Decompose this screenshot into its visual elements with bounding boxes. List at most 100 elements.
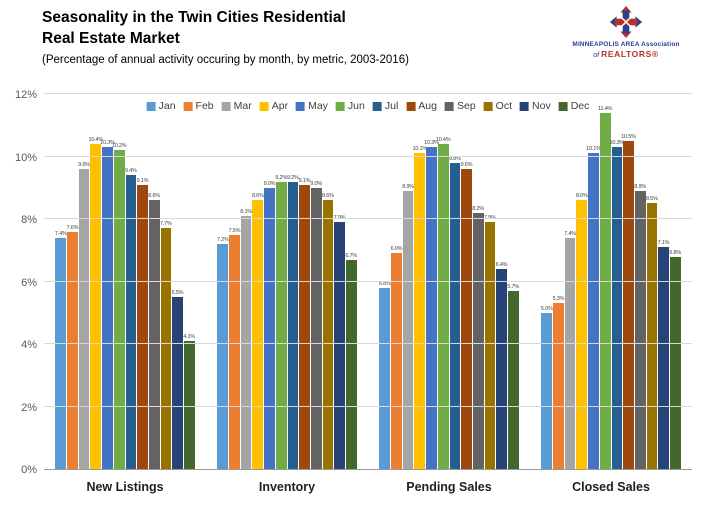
gridline	[44, 155, 692, 157]
gridline	[44, 218, 692, 219]
gridline	[44, 280, 692, 282]
legend-swatch-may	[296, 101, 306, 111]
bar-jan: 5.8%	[379, 281, 391, 469]
bar-jan: 7.4%	[55, 231, 67, 469]
bar-may: 9.0%	[264, 181, 276, 469]
legend-swatch-aug	[406, 101, 416, 111]
bar-value-label: 9.6%	[460, 162, 473, 168]
legend-item-aug: Aug	[406, 100, 437, 112]
bar-jun: 10.4%	[436, 137, 451, 469]
bar-apr: 10.4%	[89, 137, 103, 469]
bar-apr: 10.1%	[413, 146, 427, 469]
legend-item-may: May	[296, 100, 328, 112]
bar-value-label: 8.9%	[402, 183, 415, 190]
legend-swatch-jun	[335, 101, 345, 111]
bar-oct: 8.5%	[646, 196, 658, 469]
bar-aug: 9.1%	[137, 178, 149, 469]
y-axis-tick-label: 0%	[21, 464, 37, 476]
bar-mar: 9.6%	[78, 162, 90, 469]
bar-value-label: 5.0%	[540, 305, 553, 312]
x-axis-category-labels: New Listings Inventory Pending Sales Closed…	[44, 474, 692, 500]
bar-jul: 10.3%	[610, 140, 624, 469]
bar-aug: 10.5%	[621, 134, 636, 469]
realtors-logo-icon	[609, 5, 643, 39]
legend-item-oct: Oct	[483, 100, 512, 112]
bar-value-label: 5.3%	[552, 296, 565, 303]
bar-value-label: 8.6%	[575, 193, 588, 200]
category-label-closed-sales: Closed Sales	[572, 480, 650, 494]
bar-value-label: 9.4%	[124, 168, 137, 175]
legend-label: May	[308, 100, 328, 112]
legend-label: Dec	[570, 100, 590, 112]
bar-value-label: 9.2%	[286, 174, 299, 181]
bar-value-label: 9.8%	[448, 155, 461, 162]
bar-value-label: 11.4%	[598, 105, 613, 112]
bar-value-label: 7.4%	[564, 230, 577, 237]
logo-realtors-name: REALTORS®	[601, 49, 659, 59]
bar-sep: 9.0%	[310, 181, 322, 469]
legend-swatch-oct	[483, 101, 493, 111]
bar-value-label: 9.6%	[78, 162, 91, 168]
bar-oct: 7.9%	[484, 215, 496, 469]
y-axis-tick-label: 10%	[14, 151, 37, 164]
bar-apr: 8.6%	[576, 193, 588, 469]
y-axis-tick-label: 8%	[21, 214, 37, 227]
bar-value-label: 10.1%	[412, 146, 428, 153]
bar-value-label: 5.5%	[171, 290, 184, 297]
category-label-new-listings: New Listings	[86, 480, 164, 494]
bar-mar: 8.9%	[402, 184, 414, 469]
bar-dec: 4.1%	[183, 334, 195, 469]
legend-swatch-sep	[444, 101, 454, 111]
bar-sep: 8.2%	[472, 206, 484, 469]
bar-jun: 11.4%	[598, 106, 612, 469]
gridline	[44, 405, 692, 407]
legend-item-jul: Jul	[372, 100, 398, 112]
legend-swatch-nov	[520, 101, 530, 111]
bar-dec: 6.7%	[345, 253, 357, 469]
bar-value-label: 10.4%	[435, 137, 451, 143]
logo-of-text: of	[593, 52, 600, 59]
bar-nov: 5.5%	[172, 290, 184, 469]
bar-feb: 6.9%	[391, 246, 403, 469]
y-axis-tick-label: 12%	[14, 89, 37, 101]
bar-value-label: 8.2%	[472, 205, 485, 212]
legend-item-sep: Sep	[444, 100, 476, 112]
bar-nov: 6.4%	[496, 262, 508, 469]
legend-label: Mar	[233, 100, 252, 112]
bar-group-inventory: 7.2% 7.5% 8.1% 8.6% 9.0% 9.2% 9.2% 9.1% 9.0% 8.6%…	[206, 94, 368, 469]
bar-dec: 5.7%	[507, 284, 519, 469]
logo-association-text: MINNEAPOLIS AREA Association	[572, 41, 680, 48]
legend-item-mar: Mar	[221, 100, 252, 112]
bar-value-label: 6.8%	[669, 249, 682, 256]
bar-feb: 7.6%	[67, 225, 79, 469]
bar-value-label: 9.0%	[310, 180, 323, 187]
legend-label: Nov	[532, 100, 551, 112]
legend-swatch-apr	[259, 101, 269, 111]
legend-item-jun: Jun	[335, 100, 365, 112]
chart-title: Seasonality in the Twin Cities Residenti…	[42, 8, 346, 50]
legend-label: Apr	[271, 100, 289, 112]
legend-swatch-dec	[558, 101, 568, 111]
legend-item-dec: Dec	[558, 100, 590, 112]
bar-feb: 5.3%	[553, 296, 565, 469]
legend-item-jan: Jan	[146, 100, 176, 112]
legend-label: Jan	[158, 100, 176, 112]
legend-swatch-jul	[372, 101, 382, 111]
bar-apr: 8.6%	[252, 193, 264, 469]
chart-subtitle: (Percentage of annual activity occuring …	[42, 54, 409, 66]
chart-title-line1: Seasonality in the Twin Cities Residenti…	[42, 9, 346, 26]
bar-value-label: 5.7%	[507, 283, 520, 290]
bar-value-label: 8.1%	[240, 208, 253, 215]
bar-value-label: 10.2%	[111, 143, 127, 150]
bar-jun: 9.2%	[275, 175, 287, 469]
bar-jan: 5.0%	[541, 306, 553, 469]
bar-value-label: 8.5%	[645, 196, 658, 203]
bar-groups: 7.4% 7.6% 9.6% 10.4% 10.3% 10.2% 9.4% 9.1% 8.6% 7…	[44, 94, 692, 469]
gridline	[44, 93, 692, 94]
legend-item-apr: Apr	[259, 100, 289, 112]
bar-value-label: 9.0%	[263, 180, 276, 187]
bar-sep: 8.6%	[148, 193, 160, 469]
bar-may: 10.1%	[586, 146, 601, 469]
bar-feb: 7.5%	[229, 228, 241, 469]
category-label-inventory: Inventory	[258, 480, 316, 494]
